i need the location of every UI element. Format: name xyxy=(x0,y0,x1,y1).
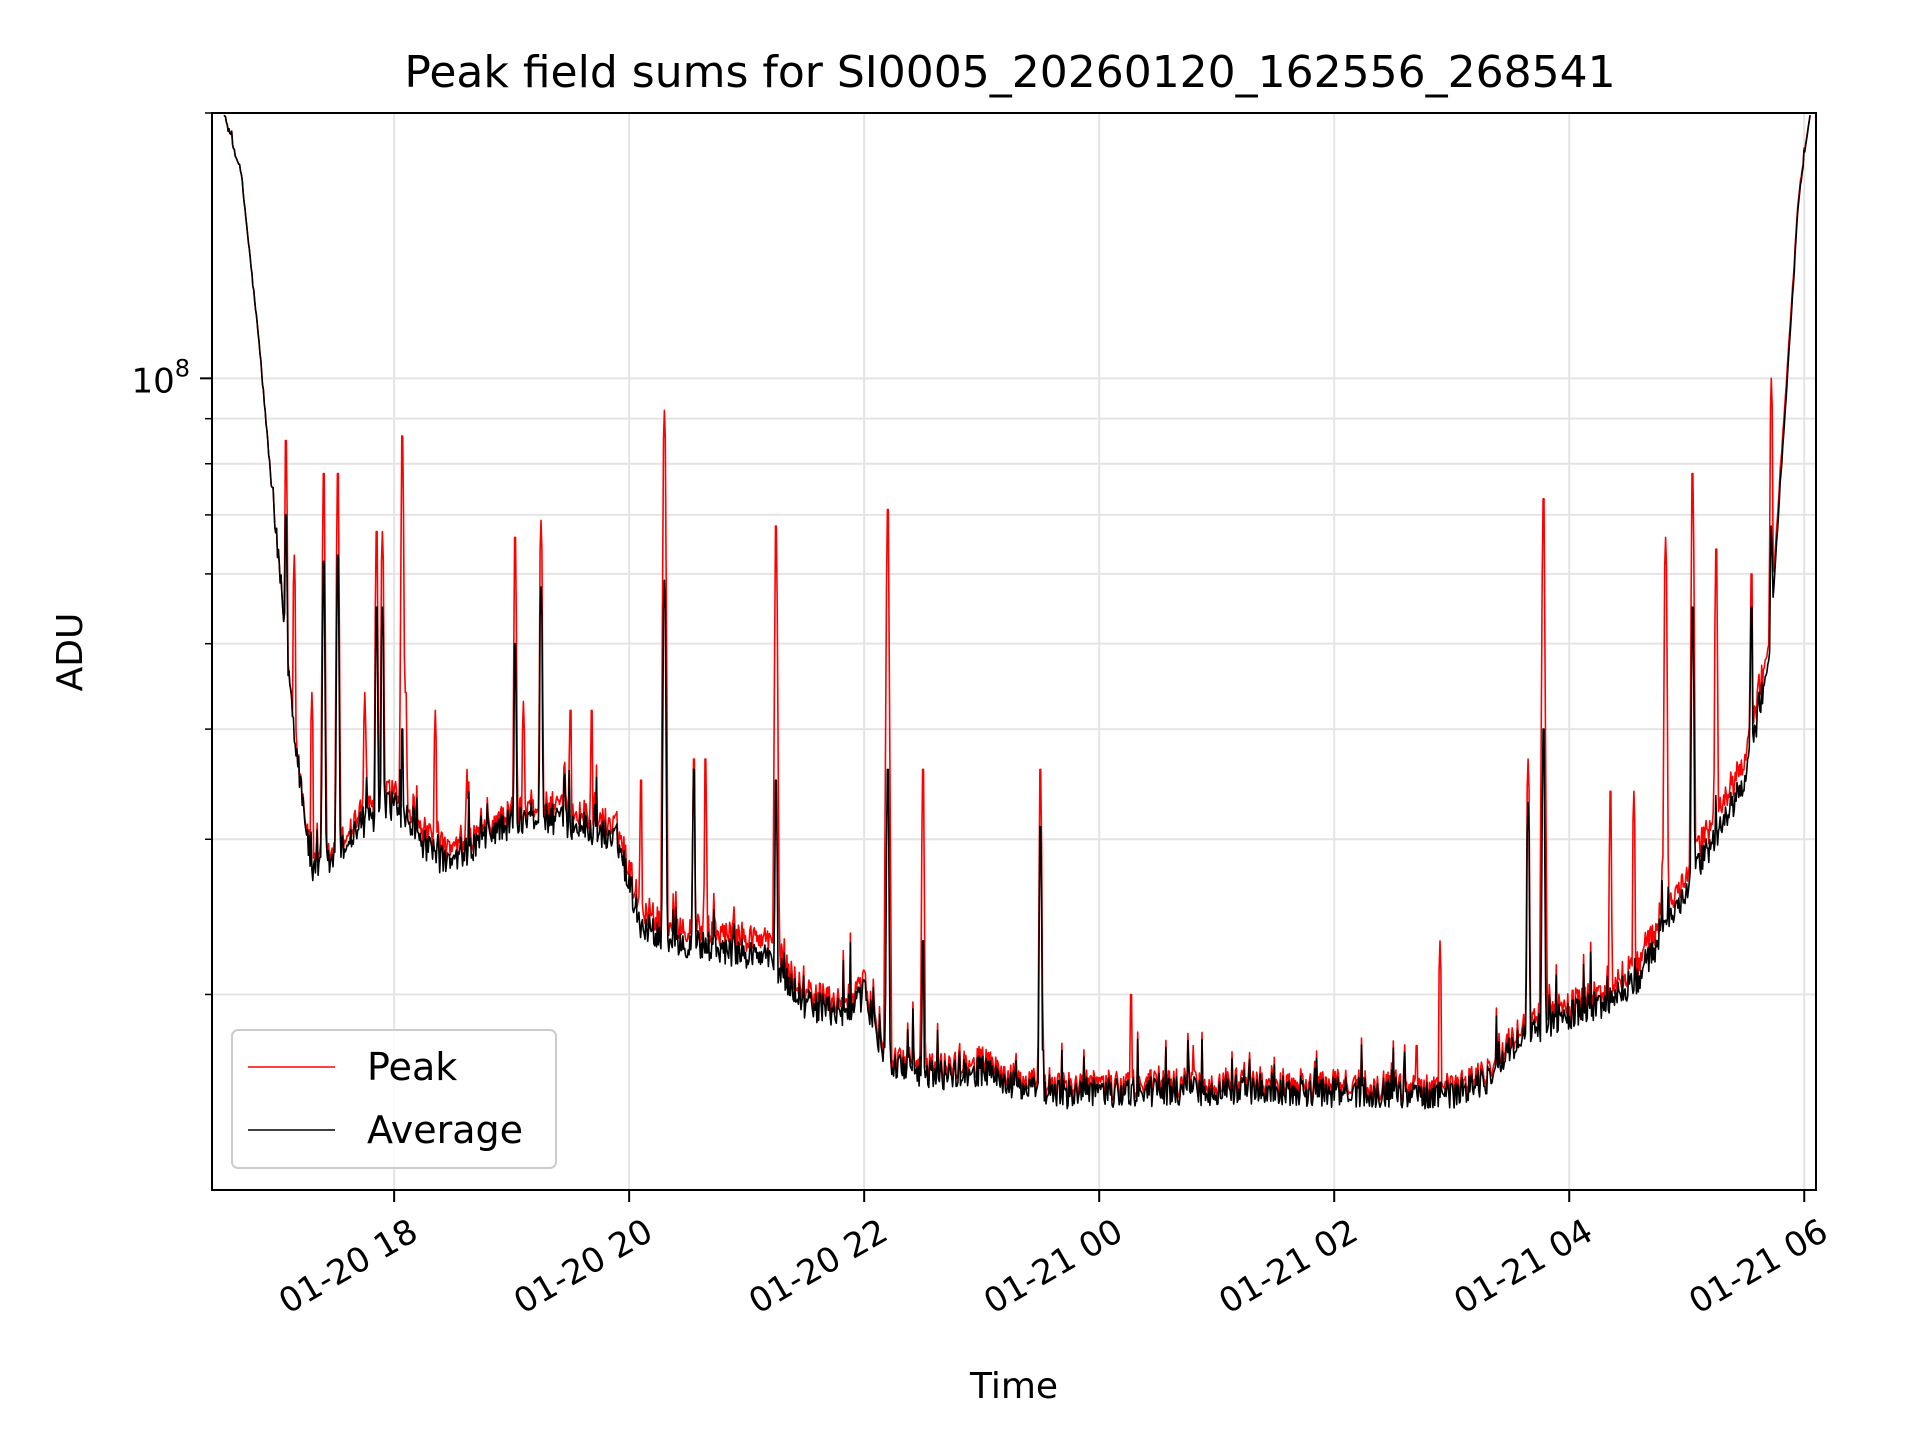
y-axis-label: ADU xyxy=(50,613,91,692)
plot-frame xyxy=(211,112,1817,1191)
chart-title: Peak field sums for SI0005_20260120_1625… xyxy=(404,47,1615,98)
y-tick-label: 108 xyxy=(131,354,190,401)
legend-box xyxy=(231,1029,557,1169)
y-axis: 108 xyxy=(131,112,212,996)
legend: Peak Average xyxy=(231,1029,557,1169)
x-axis-label: Time xyxy=(969,1366,1058,1407)
legend-label-peak: Peak xyxy=(367,1045,457,1089)
legend-label-average: Average xyxy=(367,1108,523,1152)
series-layer xyxy=(223,115,1811,1110)
series-line-average xyxy=(223,115,1811,1110)
grid xyxy=(212,112,1816,1190)
